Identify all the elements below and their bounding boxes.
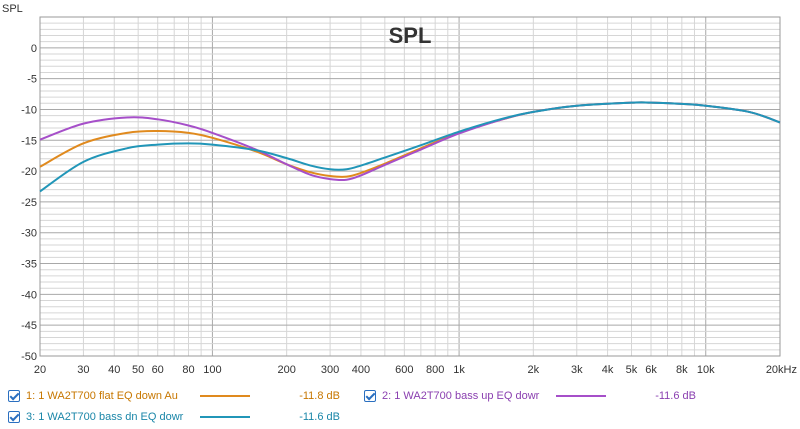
legend-item-3[interactable]: 3: 1 WA2T700 bass dn EQ dowr -11.6 dB [8, 407, 340, 427]
y-tick-label: -30 [21, 228, 37, 240]
x-tick-label: 3k [571, 364, 583, 376]
chart-title: SPL [389, 23, 432, 48]
x-tick-label: 100 [203, 364, 221, 376]
x-tick-label: 50 [132, 364, 144, 376]
series-layer [39, 101, 781, 193]
x-tick-label: 2k [528, 364, 540, 376]
x-tick-label: 1k [453, 364, 465, 376]
spl-chart: 0 -5 -10 -15 -20 -25 -30 -35 -40 -45 -50 20 30 40 50 6… [2, 3, 797, 376]
legend-item-2[interactable]: 2: 1 WA2T700 bass up EQ dowr -11.6 dB [364, 386, 696, 406]
x-tick-label: 8k [676, 364, 688, 376]
y-tick-label: -25 [21, 197, 37, 209]
chart-grid [39, 16, 781, 357]
legend-line-1 [200, 395, 250, 397]
y-axis-label: SPL [2, 3, 23, 15]
plot-frame [39, 16, 781, 357]
x-tick-label: 40 [108, 364, 120, 376]
x-tick-label: 10k [697, 364, 715, 376]
legend-label-1: 1: 1 WA2T700 flat EQ down Au [26, 390, 178, 402]
y-tick-label: 0 [31, 43, 37, 55]
legend-value-1: -11.8 dB [299, 390, 340, 402]
checkbox-checked-icon[interactable] [8, 411, 20, 423]
series-line-2 [39, 101, 781, 182]
x-tick-label: 5k [626, 364, 638, 376]
x-tick-label: 60 [152, 364, 164, 376]
y-tick-label: -50 [21, 351, 37, 363]
x-tick-label: 6k [645, 364, 657, 376]
y-tick-label: -40 [21, 289, 37, 301]
x-tick-label: 200 [277, 364, 295, 376]
legend-label-2: 2: 1 WA2T700 bass up EQ dowr [382, 390, 540, 402]
y-tick-label: -35 [21, 259, 37, 271]
legend-label-3: 3: 1 WA2T700 bass dn EQ dowr [26, 411, 184, 423]
x-tick-labels: 20 30 40 50 60 80 100 200 300 400 600 800 1k 2k 3k 4k 5k… [34, 364, 797, 376]
legend-line-3 [200, 416, 250, 418]
y-tick-labels: 0 -5 -10 -15 -20 -25 -30 -35 -40 -45 -50 [21, 43, 37, 363]
legend-value-3: -11.6 dB [299, 411, 340, 423]
x-tick-label: 80 [182, 364, 194, 376]
legend: 1: 1 WA2T700 flat EQ down Au -11.8 dB 2:… [0, 384, 800, 429]
series-line-3 [39, 101, 781, 193]
legend-item-1[interactable]: 1: 1 WA2T700 flat EQ down Au -11.8 dB [8, 386, 340, 406]
x-tick-label: 20 [34, 364, 46, 376]
y-tick-label: -20 [21, 166, 37, 178]
x-tick-label: 600 [395, 364, 413, 376]
x-tick-label: 30 [77, 364, 89, 376]
x-tick-label: 4k [602, 364, 614, 376]
y-tick-label: -10 [21, 104, 37, 116]
x-tick-label: 800 [426, 364, 444, 376]
y-tick-label: -45 [21, 320, 37, 332]
legend-line-2 [556, 395, 606, 397]
x-tick-label: 400 [352, 364, 370, 376]
y-tick-label: -15 [21, 135, 37, 147]
checkbox-checked-icon[interactable] [364, 390, 376, 402]
series-line-1 [39, 101, 781, 178]
legend-value-2: -11.6 dB [655, 390, 696, 402]
x-tick-label: 300 [321, 364, 339, 376]
checkbox-checked-icon[interactable] [8, 390, 20, 402]
y-tick-label: -5 [27, 74, 37, 86]
x-tick-label: 20kHz [766, 364, 797, 376]
